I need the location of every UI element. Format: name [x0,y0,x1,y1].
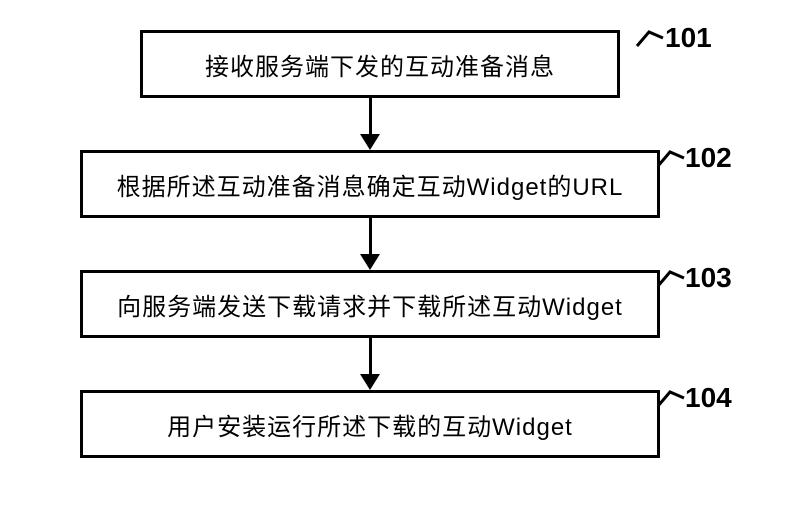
step-box-103: 向服务端发送下载请求并下载所述互动Widget [80,270,660,338]
step-text-104: 用户安装运行所述下载的互动Widget [167,407,573,442]
label-tick-103 [656,268,686,288]
step-box-102: 根据所述互动准备消息确定互动Widget的URL [80,150,660,218]
arrow-2 [360,218,380,270]
step-box-101: 接收服务端下发的互动准备消息 [140,30,620,98]
step-label-104: 104 [685,382,732,414]
step-text-103: 向服务端发送下载请求并下载所述互动Widget [117,287,623,322]
arrow-1 [360,98,380,150]
label-tick-104 [656,388,686,408]
arrow-3 [360,338,380,390]
step-box-104: 用户安装运行所述下载的互动Widget [80,390,660,458]
step-label-103: 103 [685,262,732,294]
step-text-101: 接收服务端下发的互动准备消息 [205,47,555,82]
label-tick-101 [635,28,665,48]
step-label-102: 102 [685,142,732,174]
step-text-102: 根据所述互动准备消息确定互动Widget的URL [117,167,624,202]
label-tick-102 [656,148,686,168]
step-label-101: 101 [665,22,712,54]
